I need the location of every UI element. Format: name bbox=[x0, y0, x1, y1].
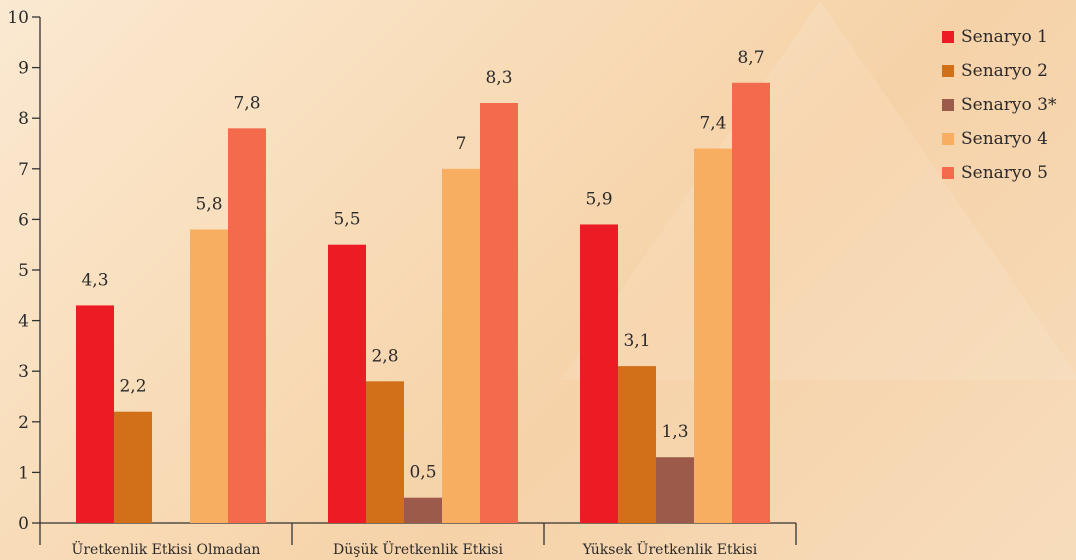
legend-label: Senaryo 4 bbox=[961, 129, 1048, 149]
legend-label: Senaryo 5 bbox=[961, 163, 1048, 183]
bar bbox=[328, 244, 366, 523]
data-label: 5,9 bbox=[585, 189, 612, 209]
data-label: 7 bbox=[456, 134, 467, 154]
chart-legend: Senaryo 1 Senaryo 2 Senaryo 3* Senaryo 4 Sen… bbox=[942, 20, 1056, 190]
bar bbox=[442, 168, 480, 524]
bar bbox=[480, 103, 518, 524]
y-tick-label: 1 bbox=[18, 463, 29, 483]
legend-swatch bbox=[942, 99, 954, 111]
y-tick-label: 3 bbox=[18, 362, 29, 382]
y-tick-label: 0 bbox=[18, 514, 29, 534]
data-label: 4,3 bbox=[81, 270, 108, 290]
bar bbox=[656, 457, 694, 523]
legend-item: Senaryo 2 bbox=[942, 54, 1056, 88]
background-decoration bbox=[560, 0, 1076, 380]
legend-swatch bbox=[942, 133, 954, 145]
data-label: 2,8 bbox=[371, 346, 398, 366]
data-label: 7,8 bbox=[233, 93, 260, 113]
data-label: 8,3 bbox=[485, 68, 512, 88]
bar bbox=[76, 305, 114, 523]
legend-item: Senaryo 3* bbox=[942, 88, 1056, 122]
bar bbox=[190, 229, 228, 523]
data-label: 1,3 bbox=[661, 422, 688, 442]
bar bbox=[404, 497, 442, 523]
y-tick-label: 7 bbox=[18, 160, 29, 180]
legend-item: Senaryo 4 bbox=[942, 122, 1056, 156]
data-label: 0,5 bbox=[409, 463, 436, 483]
bar bbox=[580, 224, 618, 523]
legend-item: Senaryo 1 bbox=[942, 20, 1056, 54]
y-tick-label: 5 bbox=[18, 261, 29, 281]
y-tick-label: 6 bbox=[18, 210, 29, 230]
y-tick-label: 8 bbox=[18, 109, 29, 129]
legend-swatch bbox=[942, 31, 954, 43]
x-category-label: Yüksek Üretkenlik Etkisi bbox=[582, 540, 758, 558]
legend-item: Senaryo 5 bbox=[942, 156, 1056, 190]
data-label: 7,4 bbox=[699, 114, 726, 134]
data-label: 2,2 bbox=[119, 377, 146, 397]
data-label: 3,1 bbox=[623, 331, 650, 351]
legend-label: Senaryo 2 bbox=[961, 61, 1048, 81]
data-label: 5,8 bbox=[195, 195, 222, 215]
bar bbox=[694, 148, 732, 523]
legend-label: Senaryo 3* bbox=[961, 95, 1057, 115]
x-category-label: Üretkenlik Etkisi Olmadan bbox=[72, 540, 261, 558]
bar bbox=[114, 411, 152, 523]
bar-chart: 0 1 2 3 4 5 6 7 8 9 10 4,3 2,2 5,8 7,8 Üretkenlik Etkis… bbox=[7, 8, 797, 558]
data-label: 8,7 bbox=[737, 48, 764, 68]
bar bbox=[618, 366, 656, 523]
data-label: 5,5 bbox=[333, 210, 360, 230]
y-tick-label: 10 bbox=[7, 8, 29, 28]
x-category-label: Düşük Üretkenlik Etkisi bbox=[333, 540, 503, 558]
bar bbox=[732, 82, 770, 523]
y-tick-label: 9 bbox=[18, 59, 29, 79]
bar bbox=[228, 128, 266, 523]
y-tick-label: 4 bbox=[18, 312, 29, 332]
legend-label: Senaryo 1 bbox=[961, 27, 1048, 47]
bar bbox=[366, 381, 404, 523]
y-tick-label: 2 bbox=[18, 413, 29, 433]
legend-swatch bbox=[942, 65, 954, 77]
legend-swatch bbox=[942, 167, 954, 179]
